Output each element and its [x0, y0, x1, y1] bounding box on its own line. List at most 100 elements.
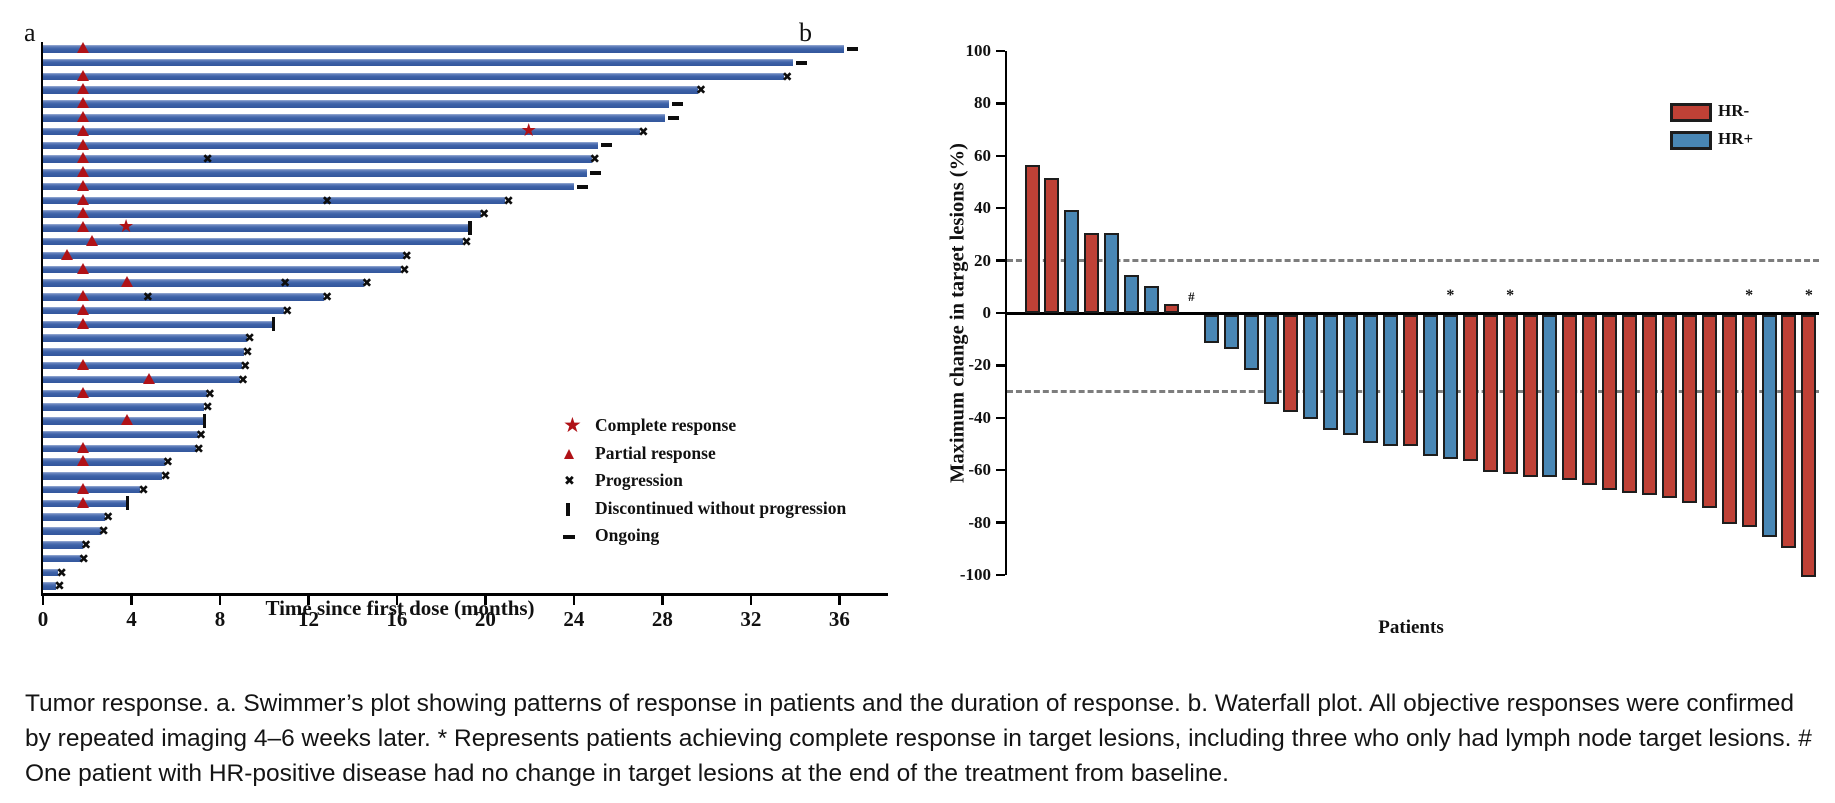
waterfall-bar [1462, 314, 1478, 462]
swimmer-bar [43, 279, 364, 287]
waterfall-bar [1263, 314, 1279, 404]
partial-response-marker [76, 42, 89, 54]
progression-marker: ✖ [244, 330, 255, 346]
partial-response-marker [76, 386, 89, 398]
swimmer-legend: ★ Complete response Partial response ✖ Progr… [563, 415, 893, 588]
progression-marker: ✖ [202, 151, 213, 167]
swimmer-bar [43, 169, 588, 177]
waterfall-y-tick-label: 80 [974, 93, 991, 113]
waterfall-y-tick-label: 0 [982, 303, 992, 322]
waterfall-y-tick [996, 364, 1005, 367]
progression-marker: ✖ [193, 440, 205, 456]
waterfall-y-tick [996, 311, 1005, 315]
swimmer-bar [43, 114, 665, 122]
ongoing-marker [672, 102, 683, 107]
waterfall-y-tick [996, 573, 1005, 577]
progression-marker: ✖ [361, 275, 373, 291]
complete-response-marker: ★ [118, 216, 135, 238]
swimmer-bar [43, 45, 844, 53]
waterfall-y-tick-label: -40 [968, 407, 991, 427]
partial-response-marker [121, 414, 134, 426]
waterfall-bar [1243, 314, 1259, 370]
partial-response-marker [61, 248, 74, 260]
progression-marker: ✖ [138, 481, 149, 497]
progression-marker: ✖ [162, 454, 174, 470]
ongoing-marker [601, 143, 613, 148]
swimmer-bar [43, 141, 599, 150]
waterfall-bar [1303, 314, 1319, 420]
waterfall-bar [1203, 314, 1219, 344]
waterfall-bar [1801, 314, 1817, 577]
partial-response-marker [76, 83, 89, 95]
waterfall-x-axis-title: Patients [1378, 617, 1444, 638]
swimmer-bar [43, 210, 481, 218]
complete-response-marker: ★ [520, 119, 537, 141]
zero-baseline [1007, 311, 1819, 315]
progression-marker: ✖ [54, 578, 65, 594]
waterfall-bar [1084, 233, 1100, 313]
swimmer-bar [43, 334, 247, 342]
waterfall-bar [1482, 314, 1498, 472]
waterfall-bar [1422, 314, 1438, 457]
progression-marker: ✖ [240, 357, 251, 373]
swimmer-bar [43, 444, 196, 453]
waterfall-legend: HR- HR+ [1670, 101, 1820, 173]
swimmer-bar [43, 541, 83, 549]
waterfall-bar [1283, 314, 1299, 412]
discontinued-marker [468, 220, 472, 235]
waterfall-bar [1562, 314, 1578, 480]
asterisk-mark: * [1506, 287, 1515, 304]
waterfall-bar [1761, 314, 1777, 538]
progression-marker: ✖ [204, 385, 216, 401]
swimmer-bar [43, 568, 59, 577]
partial-response-marker [76, 496, 89, 508]
asterisk-mark: * [1446, 287, 1455, 304]
waterfall-bar [1044, 178, 1060, 313]
progression-marker: ✖ [401, 247, 412, 263]
legend-hr-positive-swatch [1670, 131, 1712, 150]
discontinued-marker [202, 413, 207, 428]
waterfall-y-tick-label: 100 [965, 41, 992, 60]
partial-response-marker [76, 262, 89, 274]
swimmer-bar [43, 251, 404, 260]
waterfall-bar [1064, 209, 1080, 313]
progression-marker: ✖ [478, 206, 490, 222]
progression-marker: ✖ [321, 192, 333, 208]
progression-marker: ✖ [160, 468, 171, 484]
ongoing-marker [590, 170, 602, 175]
swimmer-bar [43, 224, 470, 232]
swimmer-x-tick [218, 596, 222, 605]
swimmer-x-tick [130, 596, 133, 605]
waterfall-y-tick [996, 468, 1005, 472]
swimmer-bar [43, 293, 324, 301]
progression-marker: ✖ [461, 233, 472, 249]
swimmer-x-tick [41, 596, 45, 605]
partial-response-marker [76, 152, 89, 164]
swimmer-plot-area: ✖ ✖ ★ ✖ ✖ ✖ ✖ ✖ ✖ ★ ✖ ✖ ✖ ✖ ✖ ✖ ✖ ✖ ✖ ✖ ✖ ✖ ✖ ✖ ✖ ✖ ✖ ✖ ✖ ✖ ✖ ✖ ✖ ✖ ✖ 0 4 8 12… [38, 42, 888, 631]
waterfall-y-tick-label: -60 [968, 460, 991, 480]
waterfall-bar [1701, 314, 1717, 509]
partial-response-marker [85, 234, 98, 246]
legend-item-label: Ongoing [595, 525, 660, 545]
waterfall-bar [1642, 314, 1658, 496]
legend-item-label: Discontinued without progression [595, 497, 847, 518]
swimmer-bar [43, 348, 245, 356]
waterfall-y-tick [996, 521, 1005, 524]
progression-marker: ✖ [98, 523, 109, 539]
swimmer-x-tick [661, 596, 664, 605]
partial-response-marker [76, 69, 89, 81]
swimmer-x-tick [838, 596, 841, 605]
legend-group-label: HR- [1718, 101, 1750, 120]
swimmer-bar [43, 458, 165, 466]
swimmer-x-tick-label: 16 [386, 607, 408, 631]
swimmer-bar [43, 389, 207, 397]
legend-ongoing-icon [563, 535, 575, 539]
waterfall-y-tick [996, 102, 1005, 105]
waterfall-y-tick [996, 49, 1005, 53]
progression-marker: ✖ [282, 302, 293, 318]
waterfall-bar [1144, 285, 1160, 313]
progression-marker: ✖ [102, 509, 114, 525]
swimmer-x-tick [395, 596, 399, 605]
progression-marker: ✖ [142, 289, 154, 305]
swimmer-x-tick [484, 596, 487, 605]
